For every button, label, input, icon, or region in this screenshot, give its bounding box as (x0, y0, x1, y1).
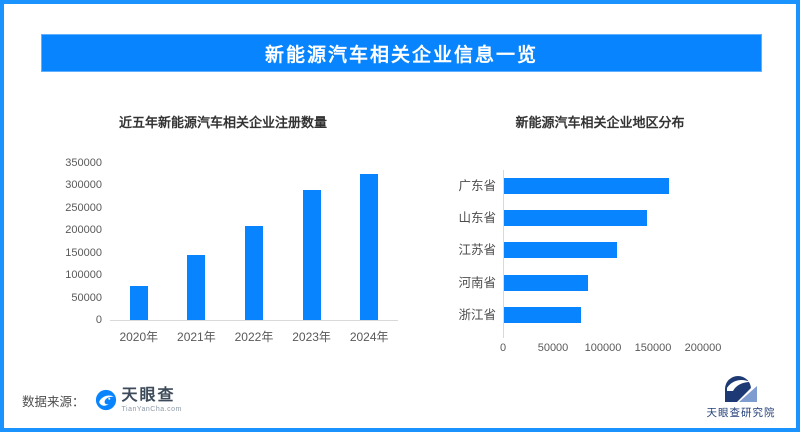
x-axis-category-label: 2021年 (177, 330, 216, 344)
region-y-axis-line (503, 170, 504, 338)
x-axis-category-label: 2022年 (234, 330, 274, 344)
registration-y-axis: 0 50000 100000 150000 200000 250000 300000 3500… (58, 157, 102, 326)
bar-slot (168, 163, 226, 320)
y-axis-tick-label: 0 (95, 314, 102, 326)
y-axis-tick-label: 200000 (65, 224, 102, 237)
registration-chart-title: 近五年新能源汽车相关企业注册数量 (118, 115, 327, 130)
bar-slot (225, 163, 283, 320)
bar-slot (110, 163, 168, 320)
x-axis-tick-label: 100000 (584, 342, 622, 354)
registration-chart: 近五年新能源汽车相关企业注册数量 0 50000 100000 150000 20000… (58, 108, 408, 360)
header-banner: 新能源汽车相关企业信息一览 (41, 34, 762, 72)
tianyancha-logo-text: 天眼查 (121, 386, 176, 404)
category-label: 山东省 (458, 211, 496, 226)
category-label: 江苏省 (458, 243, 496, 258)
tianyancha-logo: 天眼查 TianYanCha.com (95, 386, 182, 413)
y-axis-tick-label: 150000 (65, 246, 102, 259)
page-title: 新能源汽车相关企业信息一览 (264, 44, 538, 66)
y-axis-tick-label: 300000 (65, 179, 102, 192)
data-source: 数据来源： 天眼查 TianYanCha.com (22, 382, 182, 418)
bar (302, 189, 321, 320)
bar-slot (340, 163, 398, 320)
bar (504, 178, 669, 194)
x-axis-category-label: 2024年 (349, 330, 389, 344)
tianyancha-logo-subtext: TianYanCha.com (121, 405, 182, 413)
registration-plot-area (110, 163, 398, 321)
category-label: 河南省 (458, 275, 496, 290)
data-source-label: 数据来源： (22, 394, 85, 409)
bar (504, 210, 647, 227)
x-axis-tick-label: 50000 (537, 342, 569, 354)
tianyancha-eye-icon (95, 389, 116, 411)
x-axis-category-label: 2023年 (292, 330, 331, 344)
x-axis-tick-label: 200000 (684, 342, 722, 354)
region-plot-area: 广东省山东省江苏省河南省浙江省 0 50000 100000 150000 200000 (440, 108, 775, 360)
bar (504, 274, 588, 291)
research-institute-icon (725, 376, 757, 402)
bar-slot (283, 163, 341, 320)
region-chart-title: 新能源汽车相关企业地区分布 (515, 115, 685, 130)
category-label: 浙江省 (458, 307, 496, 322)
bar (360, 174, 379, 320)
x-axis-tick-label: 150000 (634, 342, 672, 354)
registration-x-axis: 2020年 2021年 2022年 2023年 2024年 (110, 328, 398, 345)
research-institute-logo: 天眼查研究院 (686, 376, 796, 420)
bar (504, 242, 617, 259)
region-chart: 新能源汽车相关企业地区分布 广东省山东省江苏省河南省浙江省 0 50000 10000… (440, 108, 775, 360)
x-axis-category-label: 2020年 (119, 330, 159, 344)
category-label: 广东省 (458, 179, 496, 193)
bar (504, 306, 581, 323)
bar (129, 285, 148, 320)
tianyancha-logo-text-block: 天眼查 TianYanCha.com (121, 386, 182, 413)
bar (244, 225, 263, 320)
y-axis-tick-label: 250000 (65, 201, 102, 214)
y-axis-tick-label: 50000 (71, 291, 102, 304)
bar (187, 254, 206, 320)
y-axis-tick-label: 100000 (65, 269, 102, 282)
research-institute-label: 天眼查研究院 (706, 407, 776, 419)
x-axis-tick-label: 0 (499, 342, 507, 354)
y-axis-tick-label: 350000 (65, 157, 102, 169)
